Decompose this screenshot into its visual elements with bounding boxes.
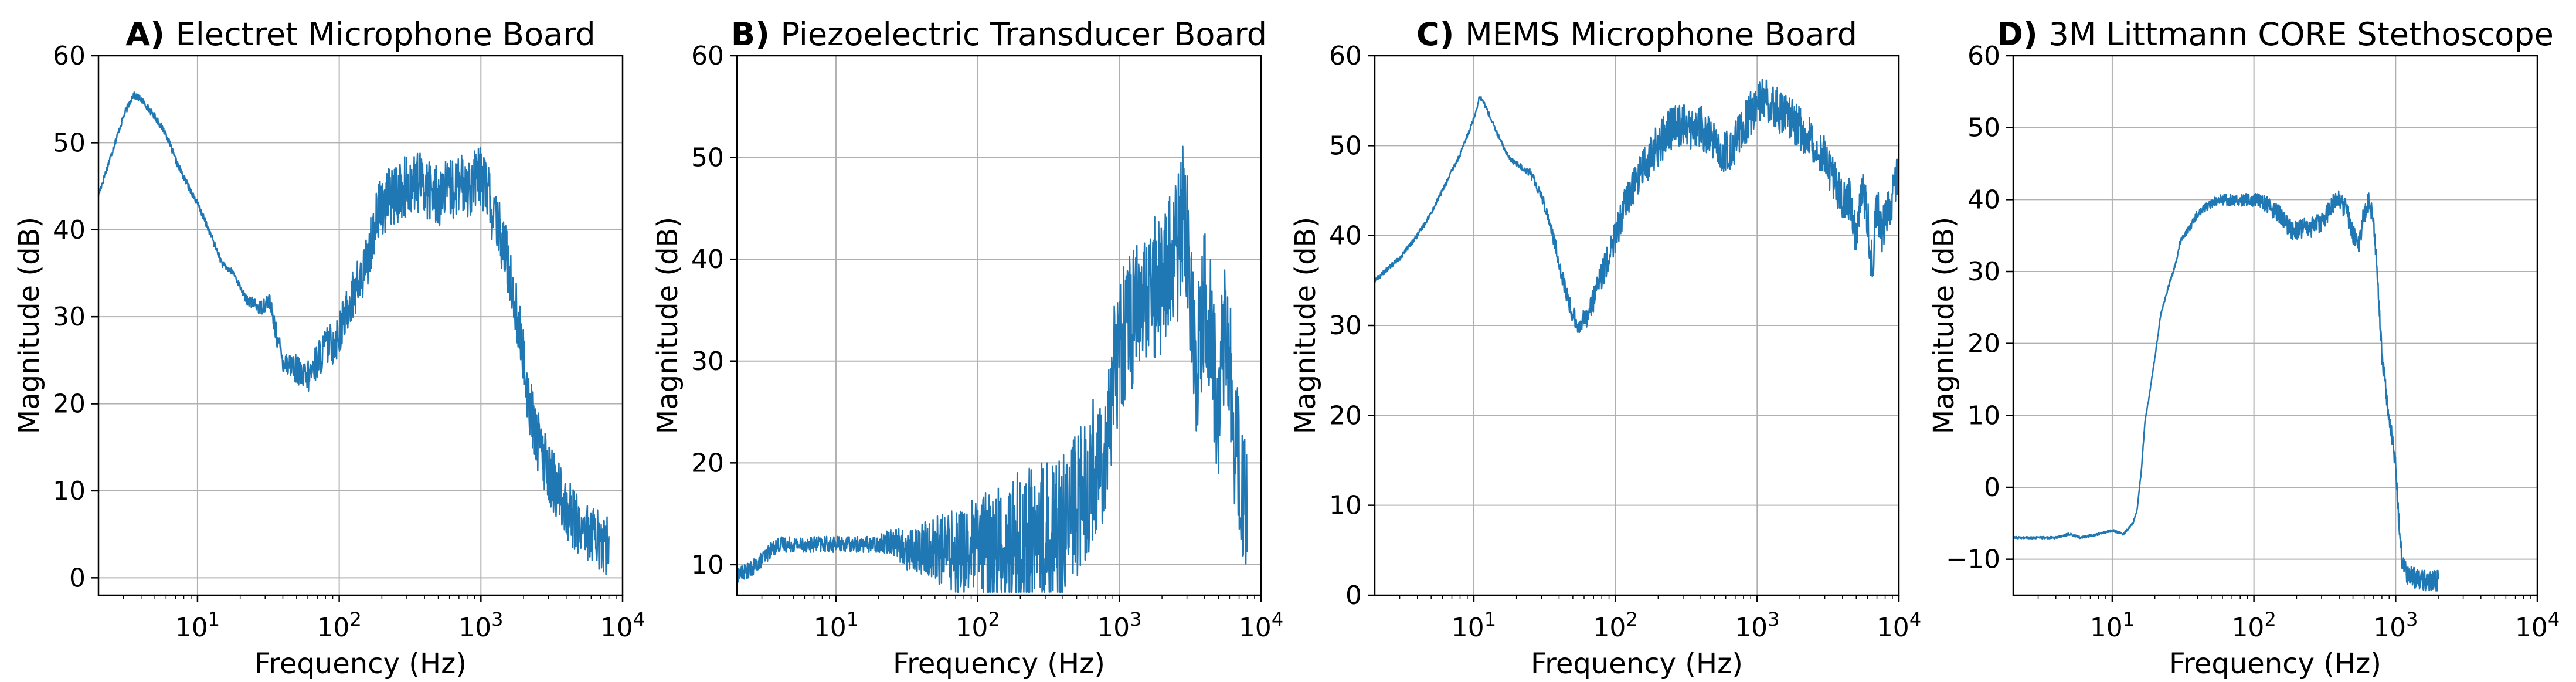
x-tick-label: 101 (1452, 608, 1496, 643)
x-tick-label: 104 (2515, 608, 2560, 643)
y-axis-label: Magnitude (dB) (13, 217, 46, 434)
y-tick-label: 50 (1967, 113, 2000, 143)
series-line (97, 91, 610, 576)
y-tick-label: 60 (1967, 41, 2000, 71)
y-tick-label: 40 (1967, 185, 2000, 215)
x-axis-label: Frequency (Hz) (1531, 647, 1743, 680)
x-tick-label: 101 (814, 608, 858, 643)
plot-frame (736, 55, 1262, 596)
y-tick-label: 20 (691, 448, 724, 478)
chart-title: D) 3M Littmann CORE Stethoscope (1997, 16, 2554, 53)
y-tick-label: 20 (53, 389, 86, 419)
x-axis-label: Frequency (Hz) (893, 647, 1105, 680)
y-tick-label: 10 (1967, 401, 2000, 430)
x-tick-label: 104 (1239, 608, 1283, 643)
series-line (1374, 79, 1900, 334)
x-tick-label: 103 (1097, 608, 1141, 643)
y-tick-label: 30 (1329, 311, 1362, 341)
y-tick-label: 0 (1984, 473, 2000, 503)
y-tick-label: 50 (53, 128, 86, 158)
x-tick-label: 103 (2373, 608, 2418, 643)
y-tick-label: 60 (691, 41, 724, 71)
x-tick-label: 102 (955, 608, 1000, 643)
series-line (736, 145, 1248, 593)
chart-title: C) MEMS Microphone Board (1416, 16, 1857, 53)
chart-panel-0: 0 10 20 30 40 50 60 101 102 103 104 Frequency (Hz) M… (13, 16, 645, 680)
x-tick-label: 104 (600, 608, 645, 643)
y-tick-label: 30 (53, 302, 86, 332)
x-tick-label: 102 (1593, 608, 1637, 643)
y-tick-label: 20 (1329, 401, 1362, 430)
y-tick-label: 30 (691, 347, 724, 376)
y-axis-label: Magnitude (dB) (1928, 217, 1960, 434)
y-tick-label: 40 (53, 215, 86, 245)
y-tick-label: 60 (1329, 41, 1362, 71)
y-tick-label: 10 (1329, 491, 1362, 521)
x-tick-label: 102 (2231, 608, 2276, 643)
y-tick-label: 0 (1345, 581, 1362, 610)
y-tick-label: 40 (1329, 221, 1362, 251)
y-tick-label: 20 (1967, 329, 2000, 359)
x-axis-label: Frequency (Hz) (2169, 647, 2381, 680)
chart-panel-1: 10 20 30 40 50 60 101 102 103 104 Frequency (Hz) Ma… (651, 16, 1283, 680)
chart-panel-2: 0 10 20 30 40 50 60 101 102 103 104 Frequency (Hz) M… (1289, 16, 1921, 680)
y-tick-label: 30 (1967, 257, 2000, 287)
y-tick-label: 50 (691, 143, 724, 173)
x-tick-label: 103 (458, 608, 503, 643)
x-tick-label: 104 (1877, 608, 1921, 643)
plot-frame (2012, 55, 2538, 596)
x-tick-label: 103 (1735, 608, 1779, 643)
y-axis-label: Magnitude (dB) (1289, 217, 1322, 434)
y-tick-label: 50 (1329, 131, 1362, 161)
series-line (2013, 190, 2439, 592)
chart-title: B) Piezoelectric Transducer Board (731, 16, 1267, 53)
y-axis-label: Magnitude (dB) (651, 217, 684, 434)
y-tick-label: 0 (69, 563, 86, 593)
chart-title: A) Electret Microphone Board (125, 16, 595, 53)
plot-frame (97, 55, 624, 596)
x-tick-label: 101 (175, 608, 220, 643)
x-tick-label: 102 (317, 608, 361, 643)
y-tick-label: 60 (53, 41, 86, 71)
x-tick-label: 101 (2090, 608, 2135, 643)
y-tick-label: −10 (1946, 545, 2000, 575)
y-tick-label: 10 (691, 550, 724, 580)
y-tick-label: 40 (691, 245, 724, 274)
chart-panel-3: −10 0 10 20 30 40 50 60 101 102 103 104 Frequency (H… (1928, 16, 2560, 680)
x-axis-label: Frequency (Hz) (254, 647, 467, 680)
y-tick-label: 10 (53, 476, 86, 506)
